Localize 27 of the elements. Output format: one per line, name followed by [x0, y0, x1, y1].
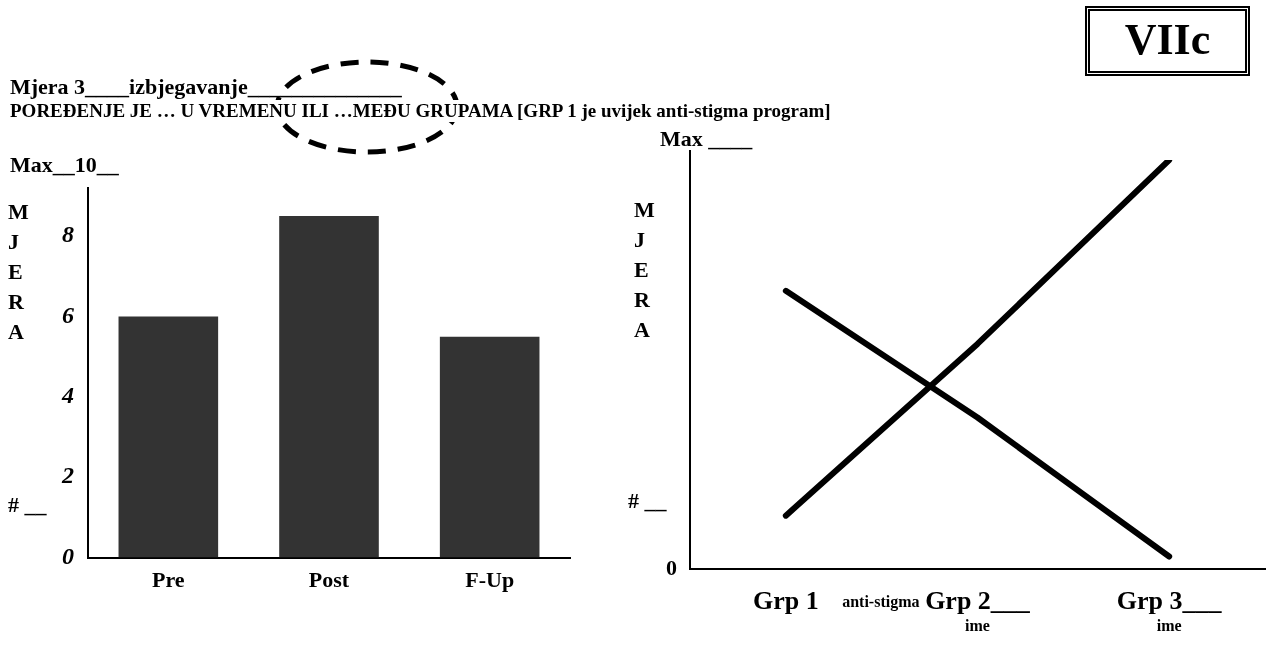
x-tick-label: Grp 2___ [925, 586, 1031, 616]
y-tick-label: 4 [61, 382, 74, 409]
y-tick-label: 2 [61, 462, 74, 489]
y-axis-title: MJERA [8, 198, 29, 344]
text: Max ____ [660, 126, 754, 151]
bar [118, 316, 219, 558]
y-tick-label: 8 [62, 221, 74, 248]
y-tick-label: 0 [62, 542, 74, 569]
text: # __ [628, 488, 668, 513]
x-tick-label: Grp 1 [752, 586, 819, 616]
text: Max__10__ [10, 152, 120, 177]
text: ime [965, 616, 990, 634]
x-tick-label: Grp 3___ [1116, 586, 1223, 616]
text: ime [1156, 616, 1182, 634]
bar [279, 216, 379, 558]
x-tick-label: Post [308, 567, 350, 593]
x-tick-label: F-Up [465, 567, 515, 593]
bar [439, 336, 540, 558]
text: 0 [666, 554, 677, 580]
chart-title: Mjera 3____izbjegavanje______________ [10, 74, 402, 100]
text: # __ [8, 492, 48, 517]
x-tick-label: Pre [152, 567, 185, 593]
text: VIIc [1085, 6, 1250, 76]
text: anti-stigma [842, 592, 920, 611]
y-axis-title: MJERA [634, 196, 655, 342]
y-tick-label: 6 [62, 301, 74, 328]
chart-subtitle: POREĐENJE JE … U VREMENU ILI …MEĐU GRUPAMA [GRP 1 je uvijek anti-stigma program] [10, 100, 831, 122]
